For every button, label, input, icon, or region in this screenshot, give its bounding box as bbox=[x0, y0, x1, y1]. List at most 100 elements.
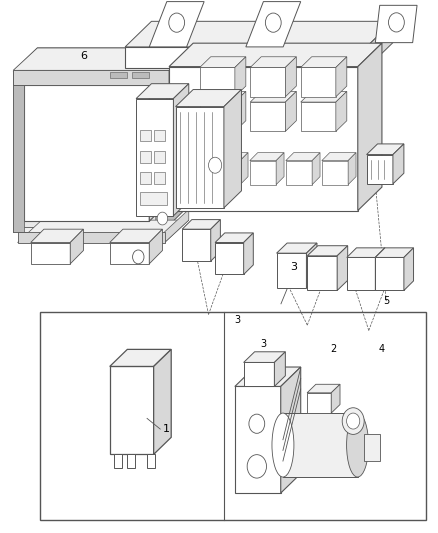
Polygon shape bbox=[276, 152, 283, 184]
Polygon shape bbox=[300, 102, 335, 131]
Polygon shape bbox=[250, 102, 285, 131]
Polygon shape bbox=[321, 152, 355, 160]
Polygon shape bbox=[364, 434, 378, 461]
Polygon shape bbox=[149, 68, 166, 221]
Polygon shape bbox=[31, 243, 70, 264]
Circle shape bbox=[169, 13, 184, 32]
Polygon shape bbox=[199, 91, 245, 102]
Circle shape bbox=[346, 413, 359, 429]
Polygon shape bbox=[366, 21, 392, 68]
Polygon shape bbox=[18, 59, 177, 80]
Polygon shape bbox=[177, 152, 212, 160]
Polygon shape bbox=[199, 56, 245, 67]
Bar bbox=[140, 192, 166, 205]
Bar bbox=[153, 151, 164, 163]
Polygon shape bbox=[199, 102, 234, 131]
Circle shape bbox=[132, 250, 144, 264]
Bar bbox=[153, 172, 164, 184]
Text: 6: 6 bbox=[80, 51, 87, 61]
Polygon shape bbox=[335, 91, 346, 131]
Polygon shape bbox=[249, 152, 283, 160]
Polygon shape bbox=[125, 47, 366, 68]
Bar bbox=[140, 172, 151, 184]
Polygon shape bbox=[210, 220, 220, 261]
Text: 3: 3 bbox=[290, 262, 297, 271]
Polygon shape bbox=[249, 160, 276, 184]
Polygon shape bbox=[18, 232, 164, 243]
Polygon shape bbox=[223, 90, 241, 208]
Circle shape bbox=[265, 13, 280, 32]
Polygon shape bbox=[245, 2, 300, 47]
Polygon shape bbox=[70, 229, 83, 264]
Polygon shape bbox=[331, 384, 339, 413]
Polygon shape bbox=[285, 160, 311, 184]
Polygon shape bbox=[285, 56, 296, 97]
Polygon shape bbox=[243, 233, 253, 274]
Polygon shape bbox=[110, 229, 162, 243]
Bar bbox=[153, 130, 164, 141]
Polygon shape bbox=[18, 220, 188, 243]
Polygon shape bbox=[149, 229, 162, 264]
Polygon shape bbox=[18, 80, 155, 227]
Polygon shape bbox=[13, 85, 24, 232]
Polygon shape bbox=[182, 229, 210, 261]
Polygon shape bbox=[175, 107, 223, 208]
Polygon shape bbox=[300, 56, 346, 67]
Text: 4: 4 bbox=[378, 344, 384, 354]
Text: 5: 5 bbox=[382, 296, 389, 306]
Polygon shape bbox=[110, 243, 149, 264]
Polygon shape bbox=[182, 220, 220, 229]
Polygon shape bbox=[243, 352, 285, 362]
Polygon shape bbox=[300, 67, 335, 97]
Polygon shape bbox=[234, 91, 245, 131]
Polygon shape bbox=[213, 152, 247, 160]
Polygon shape bbox=[307, 384, 339, 393]
Text: 1: 1 bbox=[163, 424, 170, 434]
Polygon shape bbox=[307, 256, 336, 290]
Polygon shape bbox=[285, 91, 296, 131]
Bar bbox=[110, 72, 127, 78]
Ellipse shape bbox=[272, 413, 293, 477]
Polygon shape bbox=[280, 367, 300, 493]
Polygon shape bbox=[250, 56, 296, 67]
Polygon shape bbox=[125, 21, 392, 47]
Polygon shape bbox=[155, 59, 177, 227]
Polygon shape bbox=[346, 248, 384, 257]
Polygon shape bbox=[147, 454, 155, 468]
Polygon shape bbox=[136, 84, 188, 99]
Polygon shape bbox=[234, 56, 245, 97]
Bar bbox=[140, 130, 151, 141]
Polygon shape bbox=[250, 91, 296, 102]
Polygon shape bbox=[136, 99, 173, 216]
Polygon shape bbox=[215, 233, 253, 243]
Polygon shape bbox=[276, 253, 306, 288]
Polygon shape bbox=[127, 454, 135, 468]
Polygon shape bbox=[13, 48, 193, 70]
Bar bbox=[39, 312, 425, 520]
Circle shape bbox=[157, 212, 167, 225]
Polygon shape bbox=[307, 246, 347, 256]
Ellipse shape bbox=[346, 413, 368, 477]
Text: 2: 2 bbox=[330, 344, 336, 354]
Polygon shape bbox=[300, 91, 346, 102]
Polygon shape bbox=[276, 243, 316, 253]
Polygon shape bbox=[366, 144, 403, 155]
Polygon shape bbox=[199, 67, 234, 97]
Polygon shape bbox=[234, 367, 300, 386]
Polygon shape bbox=[335, 56, 346, 97]
Polygon shape bbox=[357, 43, 381, 211]
Polygon shape bbox=[307, 393, 331, 413]
Polygon shape bbox=[250, 67, 285, 97]
Polygon shape bbox=[110, 350, 171, 367]
Polygon shape bbox=[311, 152, 319, 184]
Polygon shape bbox=[347, 152, 355, 184]
Polygon shape bbox=[234, 386, 280, 493]
Polygon shape bbox=[24, 85, 149, 221]
Polygon shape bbox=[374, 5, 416, 43]
Polygon shape bbox=[31, 229, 83, 243]
Polygon shape bbox=[204, 152, 212, 184]
Circle shape bbox=[342, 408, 364, 434]
Polygon shape bbox=[374, 248, 384, 290]
Polygon shape bbox=[213, 160, 240, 184]
Polygon shape bbox=[346, 257, 374, 290]
